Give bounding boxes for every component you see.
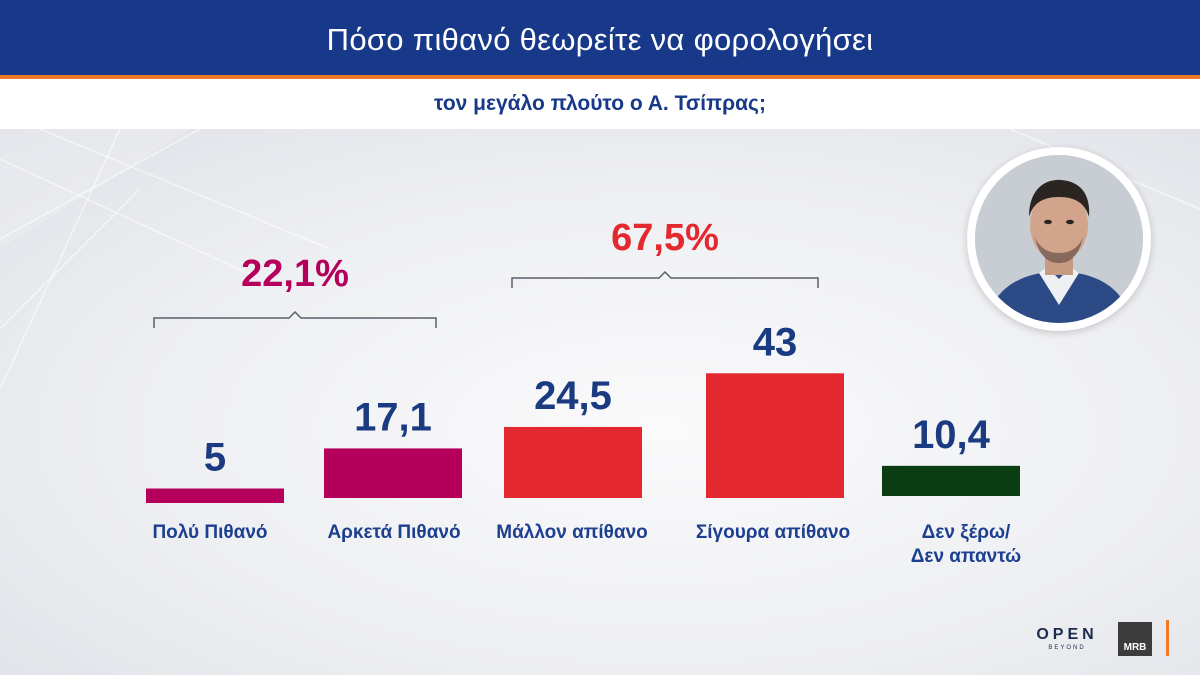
beyond-logo-text: BEYOND bbox=[1048, 645, 1086, 651]
mrb-logo: MRB bbox=[1118, 622, 1152, 656]
open-beyond-logo: OPEN BEYOND bbox=[1032, 626, 1102, 651]
bar-3 bbox=[504, 426, 642, 498]
value-label-3: 24,5 bbox=[534, 374, 612, 418]
category-label-3: Μάλλον απίθανο bbox=[496, 522, 648, 543]
bar-4 bbox=[706, 373, 844, 498]
category-label-4: Σίγουρα απίθανο bbox=[696, 522, 850, 543]
logo-accent-bar bbox=[1166, 620, 1169, 656]
category-label-2: Αρκετά Πιθανό bbox=[327, 522, 460, 543]
header-bar: Πόσο πιθανό θεωρείτε να φορολογήσει bbox=[0, 0, 1200, 75]
value-label-5: 10,4 bbox=[912, 413, 991, 457]
value-label-4: 43 bbox=[753, 320, 798, 364]
category-label-5-line-2: Δεν απαντώ bbox=[911, 546, 1021, 567]
chart-title: Πόσο πιθανό θεωρείτε να φορολογήσει bbox=[326, 21, 874, 57]
value-label-2: 17,1 bbox=[354, 395, 432, 439]
header-accent-stripe bbox=[0, 75, 1200, 79]
chart-subtitle: τον μεγάλο πλούτο ο Α. Τσίπρας; bbox=[434, 92, 766, 115]
open-logo-text: OPEN bbox=[1036, 626, 1098, 643]
person-photo bbox=[967, 147, 1151, 331]
category-label-5-line-1: Δεν ξέρω/ bbox=[922, 522, 1011, 543]
subtitle-bar: τον μεγάλο πλούτο ο Α. Τσίπρας; bbox=[0, 79, 1200, 129]
background-decoration bbox=[0, 129, 1200, 390]
portrait-image bbox=[975, 155, 1143, 323]
mrb-logo-text: MRB bbox=[1123, 642, 1147, 653]
group-bracket-2 bbox=[511, 270, 819, 288]
bar-1 bbox=[146, 488, 284, 503]
portrait-icon bbox=[975, 155, 1143, 323]
value-label-1: 5 bbox=[204, 436, 226, 480]
group-total-1: 22,1% bbox=[241, 253, 349, 295]
group-bracket-1 bbox=[153, 310, 437, 328]
category-label-1: Πολύ Πιθανό bbox=[152, 522, 267, 543]
bar-2 bbox=[324, 448, 462, 498]
bar-5 bbox=[882, 465, 1020, 496]
group-total-2: 67,5% bbox=[611, 217, 719, 259]
